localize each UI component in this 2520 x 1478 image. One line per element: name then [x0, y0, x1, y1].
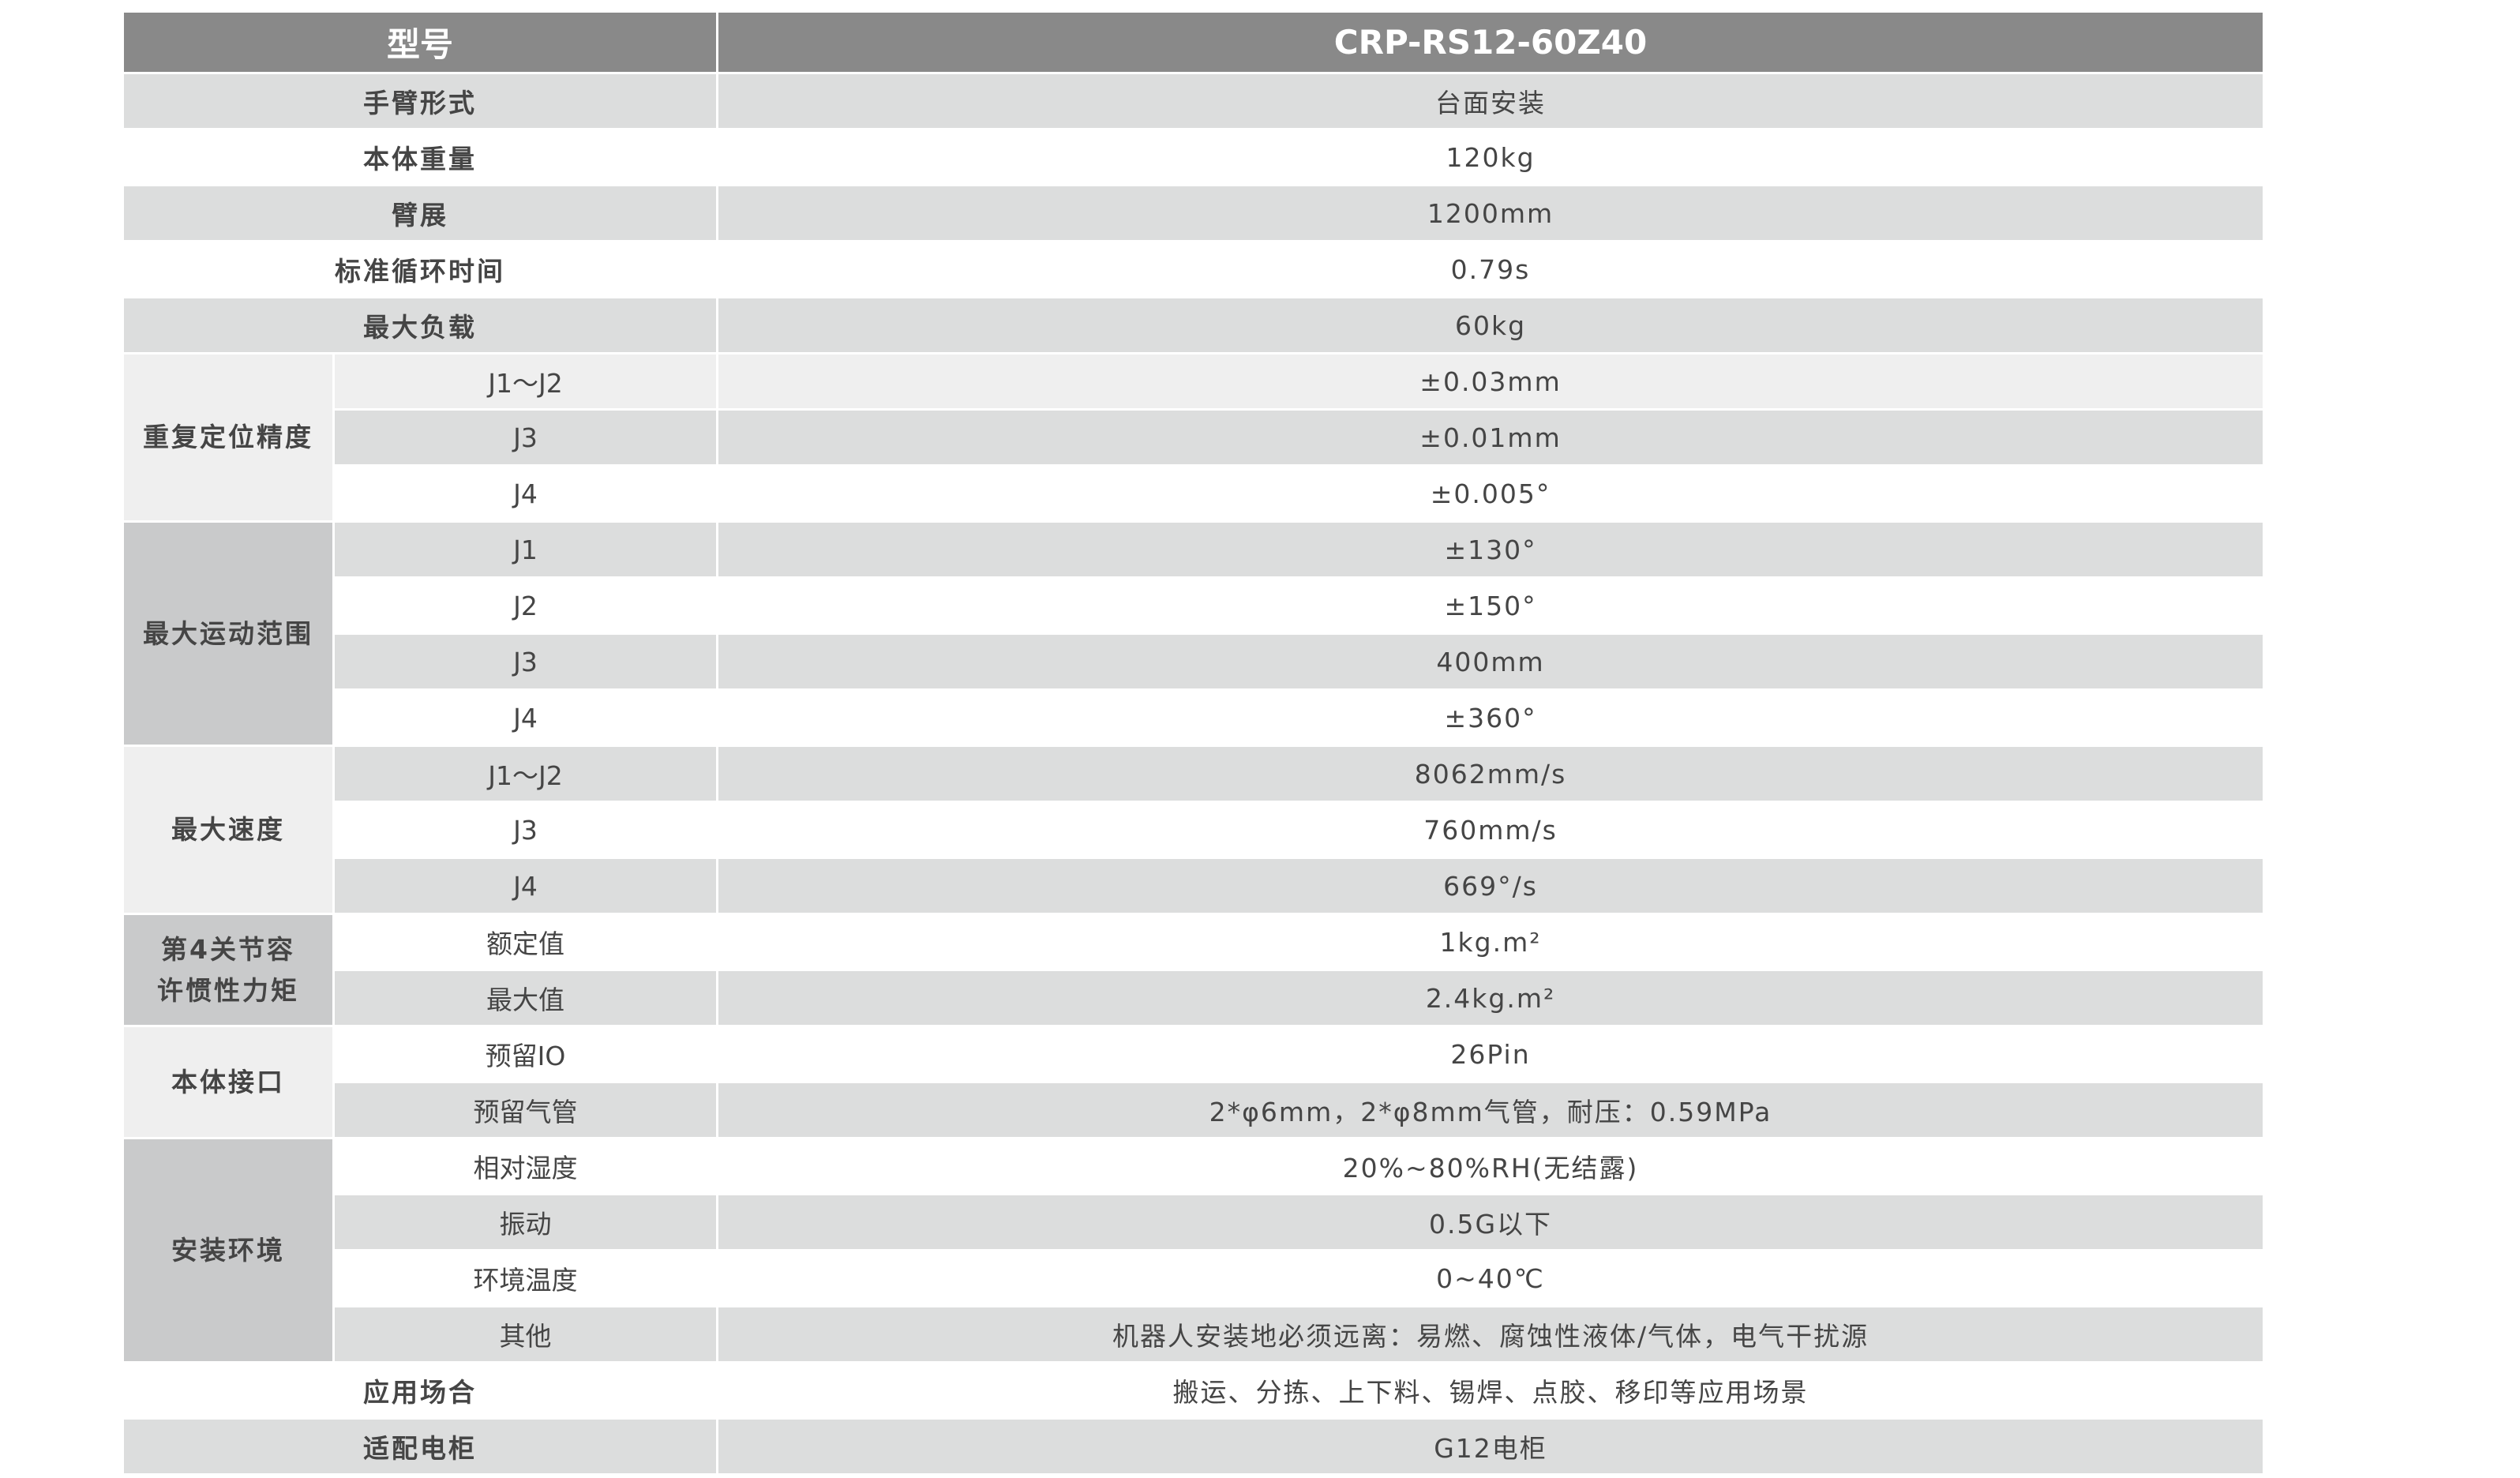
spec-value: ±130° — [718, 523, 2266, 579]
spec-value: 60kg — [718, 298, 2266, 354]
spec-value: G12电柜 — [718, 1420, 2266, 1476]
sub-label: 环境温度 — [335, 1251, 719, 1307]
spec-value: ±150° — [718, 579, 2266, 635]
spec-value: 1kg.m² — [718, 915, 2266, 971]
table-row: J3 ±0.01mm — [124, 411, 2266, 467]
spec-value: 1200mm — [718, 186, 2266, 242]
spec-label: 手臂形式 — [124, 74, 719, 130]
spec-value: ±0.03mm — [718, 354, 2266, 411]
sub-label: 其他 — [335, 1307, 719, 1364]
table-row: 振动 0.5G以下 — [124, 1195, 2266, 1251]
spec-value: ±0.01mm — [718, 411, 2266, 467]
sub-label: J1 — [335, 523, 719, 579]
spec-label: 最大负载 — [124, 298, 719, 354]
sub-label: J3 — [335, 635, 719, 691]
table-row: 最大负载 60kg — [124, 298, 2266, 354]
table-row: 适配电柜 G12电柜 — [124, 1420, 2266, 1476]
group-label: 重复定位精度 — [124, 354, 335, 523]
spec-value: 0.79s — [718, 242, 2266, 298]
spec-value: ±0.005° — [718, 467, 2266, 523]
spec-value: 2*φ6mm，2*φ8mm气管，耐压：0.59MPa — [718, 1083, 2266, 1139]
header-label: 型号 — [124, 13, 719, 74]
spec-value: 400mm — [718, 635, 2266, 691]
spec-value: 机器人安装地必须远离：易燃、腐蚀性液体/气体，电气干扰源 — [718, 1307, 2266, 1364]
sub-label: 预留IO — [335, 1027, 719, 1083]
table-row: 最大速度 J1～J2 8062mm/s — [124, 747, 2266, 915]
table-row: 最大值 2.4kg.m² — [124, 971, 2266, 1027]
spec-value: 669°/s — [718, 859, 2266, 915]
table-row: 本体重量 120kg — [124, 130, 2266, 186]
table-row: 应用场合 搬运、分拣、上下料、锡焊、点胶、移印等应用场景 — [124, 1364, 2266, 1420]
spec-value: 760mm/s — [718, 803, 2266, 859]
table-row: 本体接口 预留IO 26Pin — [124, 1027, 2266, 1139]
table-row: J4 ±0.005° — [124, 467, 2266, 523]
sub-label: J1～J2 — [335, 747, 719, 803]
group-label-text: 第4关节容许惯性力矩 — [157, 933, 299, 1006]
spec-value: 8062mm/s — [718, 747, 2266, 803]
sub-label: J1～J2 — [335, 354, 719, 411]
table-row: J4 669°/s — [124, 859, 2266, 915]
model-name: CRP-RS12-60Z40 — [718, 13, 2266, 74]
sub-label: 额定值 — [335, 915, 719, 971]
sub-label: J3 — [335, 411, 719, 467]
table-row: 重复定位精度 J1～J2 ±0.03mm — [124, 354, 2266, 523]
sub-label: J4 — [335, 691, 719, 747]
group-label: 第4关节容许惯性力矩 — [124, 915, 335, 1027]
spec-value: 0.5G以下 — [718, 1195, 2266, 1251]
spec-value: ±360° — [718, 691, 2266, 747]
table-row: J4 ±360° — [124, 691, 2266, 747]
table-row: 标准循环时间 0.79s — [124, 242, 2266, 298]
table-row: J2 ±150° — [124, 579, 2266, 635]
sub-label: 最大值 — [335, 971, 719, 1027]
spec-label: 本体重量 — [124, 130, 719, 186]
group-label: 最大速度 — [124, 747, 335, 915]
spec-value: 26Pin — [718, 1027, 2266, 1083]
spec-value: 2.4kg.m² — [718, 971, 2266, 1027]
spec-value: 120kg — [718, 130, 2266, 186]
spec-value: 20%~80%RH(无结露) — [718, 1139, 2266, 1195]
spec-label: 应用场合 — [124, 1364, 719, 1420]
sub-label: J2 — [335, 579, 719, 635]
header-row: 型号 CRP-RS12-60Z40 — [124, 13, 2266, 74]
table-row: J3 400mm — [124, 635, 2266, 691]
sub-label: J4 — [335, 859, 719, 915]
table-row: 安装环境 相对湿度 20%~80%RH(无结露) — [124, 1139, 2266, 1364]
sub-label: 振动 — [335, 1195, 719, 1251]
spec-label: 适配电柜 — [124, 1420, 719, 1476]
table-row: 臂展 1200mm — [124, 186, 2266, 242]
spec-value: 搬运、分拣、上下料、锡焊、点胶、移印等应用场景 — [718, 1364, 2266, 1420]
spec-value: 台面安装 — [718, 74, 2266, 130]
spec-label: 臂展 — [124, 186, 719, 242]
table-row: 第4关节容许惯性力矩 额定值 1kg.m² — [124, 915, 2266, 1027]
table-row: J3 760mm/s — [124, 803, 2266, 859]
sub-label: J4 — [335, 467, 719, 523]
sub-label: 预留气管 — [335, 1083, 719, 1139]
spec-table: 型号 CRP-RS12-60Z40 手臂形式 台面安装 本体重量 120kg 臂展 120… — [124, 13, 2266, 1476]
spec-value: 0~40℃ — [718, 1251, 2266, 1307]
table-row: 最大运动范围 J1 ±130° — [124, 523, 2266, 747]
sub-label: 相对湿度 — [335, 1139, 719, 1195]
table-row: 其他 机器人安装地必须远离：易燃、腐蚀性液体/气体，电气干扰源 — [124, 1307, 2266, 1364]
group-label: 本体接口 — [124, 1027, 335, 1139]
table-row: 预留气管 2*φ6mm，2*φ8mm气管，耐压：0.59MPa — [124, 1083, 2266, 1139]
group-label: 安装环境 — [124, 1139, 335, 1364]
table-row: 手臂形式 台面安装 — [124, 74, 2266, 130]
spec-label: 标准循环时间 — [124, 242, 719, 298]
table-row: 环境温度 0~40℃ — [124, 1251, 2266, 1307]
sub-label: J3 — [335, 803, 719, 859]
group-label: 最大运动范围 — [124, 523, 335, 747]
